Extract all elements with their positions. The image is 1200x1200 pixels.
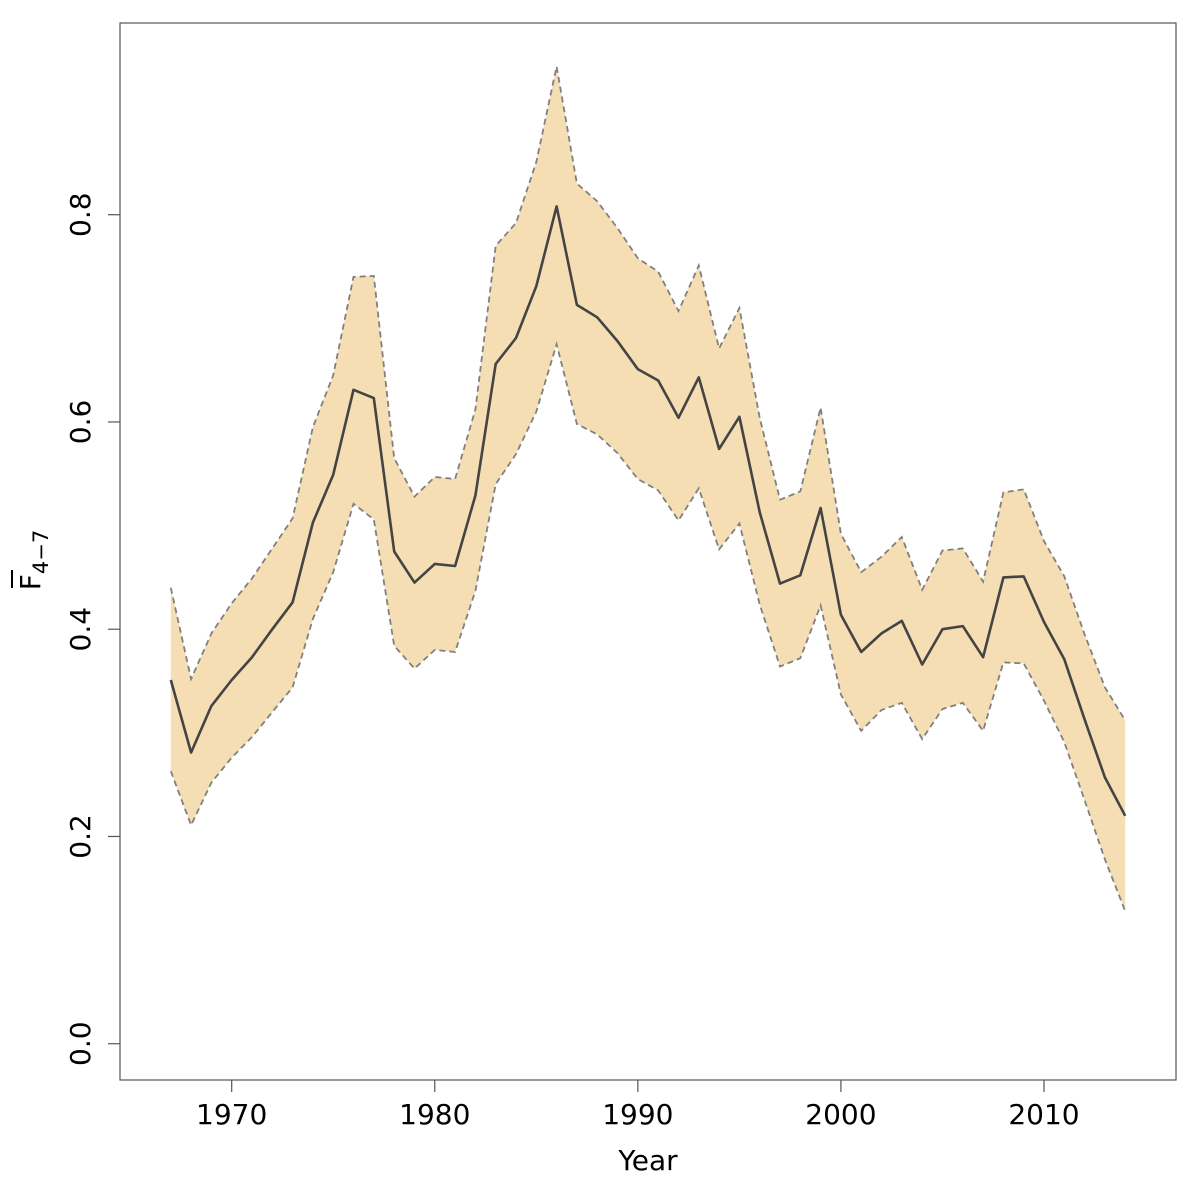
band-fill: [170, 66, 1126, 912]
x-axis: 1970 1980 1990 2000 2010: [196, 1080, 1080, 1131]
y-axis: 0.0 0.2 0.4 0.6 0.8: [64, 192, 120, 1066]
lower-bound-line: [169, 340, 1127, 912]
y-axis-label-subscript: 4−7: [29, 530, 53, 574]
x-tick-label: 1990: [602, 1098, 673, 1131]
y-tick-label: 0.6: [64, 400, 97, 445]
y-tick-label: 0.2: [64, 814, 97, 859]
y-tick-label: 0.4: [64, 607, 97, 652]
x-tick-label: 1980: [399, 1098, 470, 1131]
x-tick-label: 2010: [1008, 1098, 1079, 1131]
y-tick-label: 0.0: [64, 1021, 97, 1066]
confidence-band: [169, 66, 1127, 912]
x-tick-label: 1970: [196, 1098, 267, 1131]
y-axis-label-main: F: [14, 574, 47, 590]
estimate-line: [169, 205, 1127, 817]
y-axis-label: F4−7: [11, 530, 53, 590]
upper-bound-line: [169, 66, 1126, 721]
plot-frame: [119, 22, 1177, 1081]
svg-text:F4−7: F4−7: [14, 530, 53, 590]
x-axis-label: Year: [617, 1144, 678, 1177]
estimate-series: [169, 205, 1127, 817]
x-tick-label: 2000: [805, 1098, 876, 1131]
y-tick-label: 0.8: [64, 192, 97, 237]
